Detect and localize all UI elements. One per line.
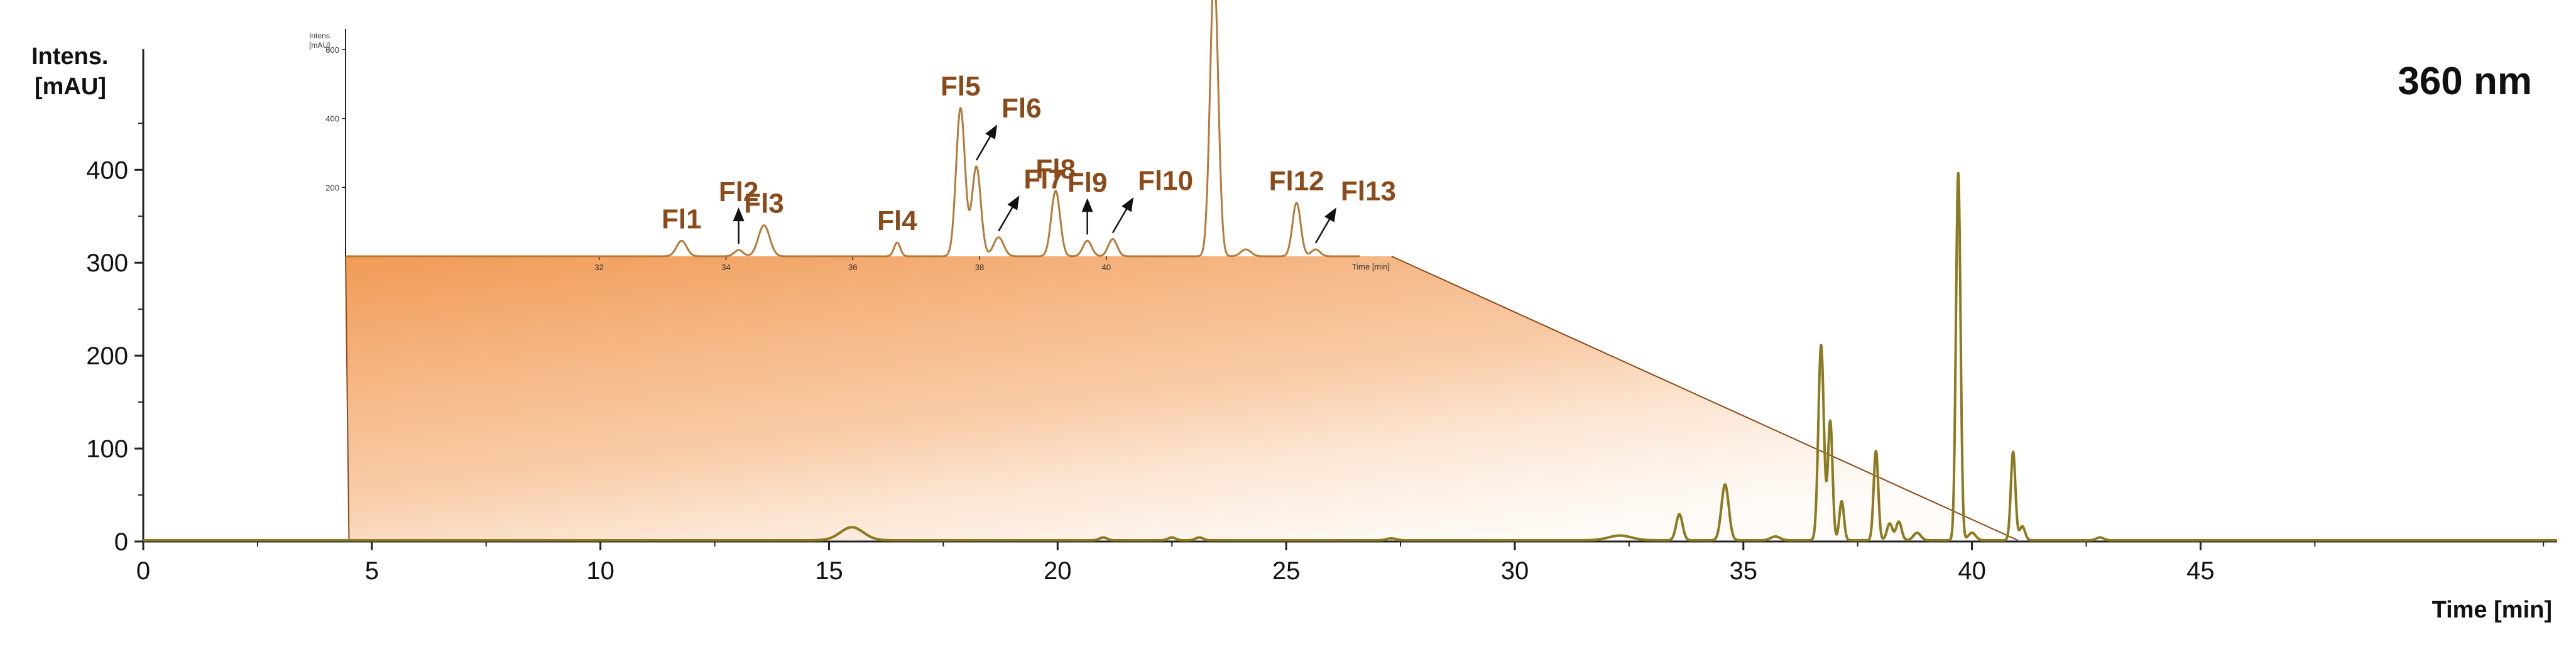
inset-y-tick-label: 400 [325,114,339,124]
peak-label: Fl8 [1035,154,1076,185]
peak-label: Fl13 [1341,176,1396,207]
y-tick-label: 300 [86,249,128,277]
peak-label: Fl4 [877,205,917,236]
inset-x-tick-label: 36 [848,263,857,272]
peak-label: Fl3 [744,188,784,219]
peak-label: Fl6 [1001,93,1042,124]
inset-y-axis-label-line2: [mAU] [309,41,330,50]
zoom-wedge [345,256,2018,541]
inset-x-tick-label: 32 [594,263,603,272]
inset-x-tick-label: 34 [721,263,730,272]
inset-x-tick-label: 38 [975,263,984,272]
x-tick-label: 35 [1730,557,1758,585]
zoom-wedge-fill [346,256,2018,540]
y-axis-label-line2: [mAU] [35,73,106,100]
peak-label: Fl5 [941,71,981,102]
peak-label-arrowhead [1122,197,1134,212]
peak-label: Fl9 [1067,167,1108,198]
x-tick-label: 45 [2186,557,2215,585]
x-tick-label: 5 [365,557,379,585]
y-axis-label-line1: Intens. [31,43,108,70]
y-tick-label: 0 [114,528,128,556]
zoom-wedge-edge-left [345,256,350,541]
x-tick-label: 0 [136,557,150,585]
inset-chart: Intens. [mAU] Time [min] 200 400 600 32 34 36… [309,0,1396,272]
peak-label-arrowhead [1081,198,1093,212]
inset-y-axis-label-line1: Intens. [309,31,332,40]
inset-y-tick-label: 600 [325,45,339,55]
x-tick-label: 15 [815,557,843,585]
inset-x-tick-label: 40 [1102,263,1111,272]
y-tick-label: 200 [86,342,128,370]
inset-chromatogram-trace [344,0,1361,258]
peak-label: Fl7 [1023,164,1064,195]
inset-y-tick-label: 200 [325,183,339,192]
y-tick-label: 100 [86,435,128,463]
x-tick-label: 10 [586,557,614,585]
peak-label: Fl10 [1138,166,1193,197]
inset-x-axis-label: Time [min] [1352,262,1390,271]
y-tick-label: 400 [86,156,128,184]
peak-label: Fl1 [662,204,702,234]
main-chromatogram-trace [142,171,2558,541]
x-tick-label: 25 [1272,557,1301,585]
peak-labels: Fl1Fl2Fl3Fl4Fl5Fl6Fl7Fl8Fl9Fl10Fl11Fl12F… [662,71,1396,244]
peak-label-arrowhead [1007,195,1020,210]
peak-label-arrowhead [733,207,745,222]
x-tick-label: 30 [1501,557,1529,585]
peak-label: Fl12 [1269,166,1324,197]
wavelength-label: 360 nm [2398,60,2532,103]
peak-label: Fl2 [719,177,759,207]
peak-label-arrowhead [1324,207,1336,222]
zoom-wedge-edge-right [1391,256,2018,541]
x-axis-label: Time [min] [2432,597,2552,623]
x-tick-label: 40 [1958,557,1986,585]
x-tick-label: 20 [1044,557,1072,585]
peak-label-arrowhead [985,124,998,139]
